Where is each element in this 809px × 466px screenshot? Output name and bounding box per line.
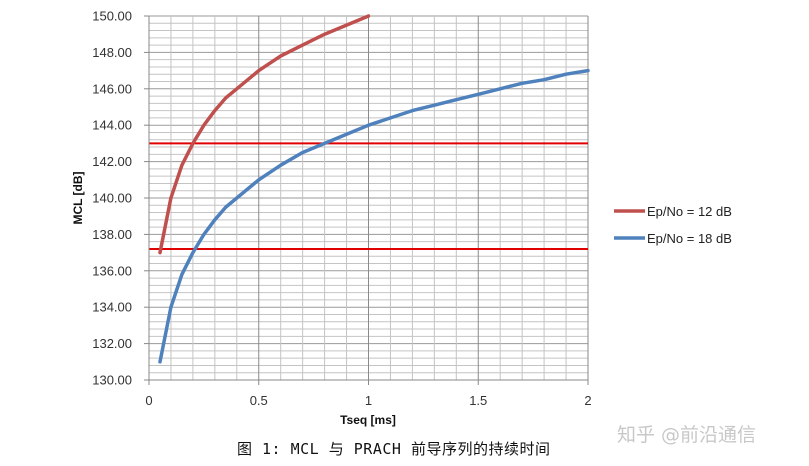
legend: Ep/No = 12 dB Ep/No = 18 dB <box>614 204 732 246</box>
y-tick-label: 150.00 <box>92 9 132 24</box>
y-tick-label: 148.00 <box>92 45 132 60</box>
y-tick-label: 130.00 <box>92 373 132 388</box>
y-tick-label: 134.00 <box>92 300 132 315</box>
x-axis-ticks: 0 0.5 1 1.5 2 <box>145 380 592 408</box>
y-axis-title: MCL [dB] <box>71 171 85 224</box>
y-tick-label: 140.00 <box>92 191 132 206</box>
x-axis-title: Tseq [ms] <box>340 413 396 427</box>
y-tick-label: 144.00 <box>92 118 132 133</box>
y-tick-label: 146.00 <box>92 81 132 96</box>
x-tick-label: 0.5 <box>250 393 268 408</box>
x-tick-label: 1.5 <box>469 393 487 408</box>
y-tick-label: 138.00 <box>92 227 132 242</box>
series-line-1 <box>158 68 590 364</box>
x-tick-label: 2 <box>584 393 591 408</box>
figure-caption: 图 1: MCL 与 PRACH 前导序列的持续时间 <box>237 440 551 458</box>
grid-lines <box>148 15 589 381</box>
x-tick-label: 1 <box>365 393 372 408</box>
y-tick-label: 136.00 <box>92 263 132 278</box>
x-tick-label: 0 <box>145 393 152 408</box>
y-tick-label: 142.00 <box>92 154 132 169</box>
legend-label: Ep/No = 12 dB <box>647 204 732 219</box>
y-axis-ticks: 130.00 132.00 134.00 136.00 138.00 140.00 142.… <box>92 9 149 388</box>
data-series <box>158 14 590 364</box>
y-tick-label: 132.00 <box>92 336 132 351</box>
reference-lines <box>149 142 588 250</box>
legend-label: Ep/No = 18 dB <box>647 231 732 246</box>
watermark: 知乎 @前沿通信 <box>617 424 757 446</box>
series-line-0 <box>158 14 371 255</box>
